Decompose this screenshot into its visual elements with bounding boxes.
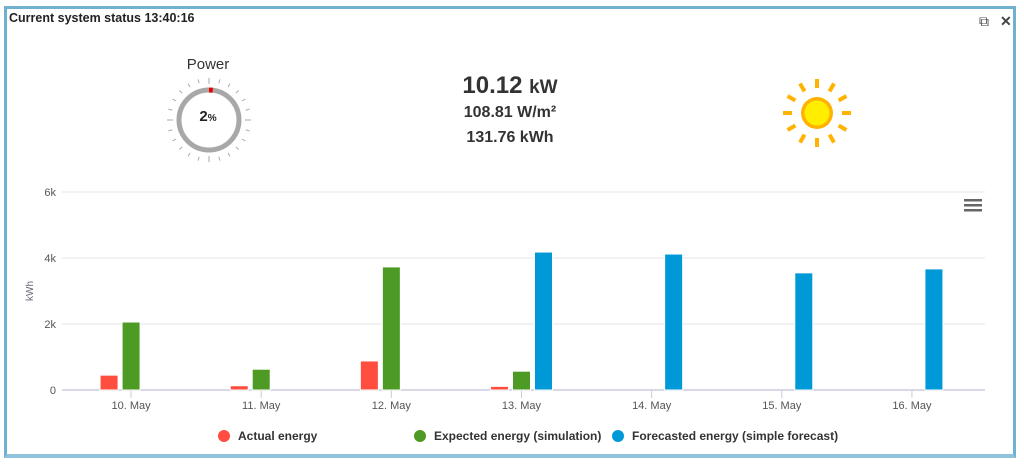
gauge-tick bbox=[187, 152, 191, 157]
sun-ray bbox=[798, 82, 807, 93]
legend-label: Forecasted energy (simple forecast) bbox=[632, 429, 839, 443]
current-power: 10.12 kW bbox=[462, 72, 558, 99]
close-icon[interactable]: ✕ bbox=[1000, 13, 1012, 29]
gauge-tick bbox=[168, 108, 173, 111]
legend-expected-energy[interactable]: Expected energy (simulation) bbox=[414, 429, 601, 443]
gauge-tick bbox=[197, 156, 200, 161]
daily-energy-value: 131.76 kWh bbox=[466, 129, 554, 146]
sun-ray bbox=[786, 123, 797, 132]
gauge-tick bbox=[218, 79, 221, 84]
gauge-tick bbox=[197, 79, 200, 84]
gauge-tick bbox=[241, 98, 246, 102]
power-gauge bbox=[167, 78, 251, 162]
gauge-tick bbox=[245, 129, 250, 132]
gauge-tick bbox=[172, 138, 177, 142]
legend-actual-energy[interactable]: Actual energy bbox=[218, 429, 317, 443]
irradiance-value: 108.81 W/m² bbox=[463, 104, 557, 121]
power-percent: 2% bbox=[199, 108, 217, 125]
hamburger-menu-icon[interactable] bbox=[963, 197, 983, 213]
gauge-tick bbox=[227, 152, 231, 157]
legend-label: Actual energy bbox=[238, 429, 318, 443]
sun-ray bbox=[815, 79, 819, 88]
sun-icon bbox=[783, 79, 851, 147]
sun-ray bbox=[837, 94, 848, 103]
gauge-tick bbox=[227, 83, 231, 88]
sun-ray bbox=[783, 111, 792, 115]
gauge-tick bbox=[235, 89, 240, 94]
gauge-tick bbox=[172, 98, 177, 102]
gauge-tick bbox=[235, 146, 240, 151]
gauge-tick bbox=[218, 156, 221, 161]
sun-ray bbox=[815, 138, 819, 147]
sun-ray bbox=[837, 123, 848, 132]
legend-dot bbox=[612, 430, 624, 442]
gauge-tick bbox=[168, 129, 173, 132]
gauge-tick bbox=[187, 83, 191, 88]
sun-ray bbox=[842, 111, 851, 115]
legend-forecasted-energy[interactable]: Forecasted energy (simple forecast) bbox=[612, 429, 838, 443]
legend-label: Expected energy (simulation) bbox=[434, 429, 602, 443]
panel-title: Current system status 13:40:16 bbox=[9, 11, 195, 25]
sun-ray bbox=[827, 133, 836, 144]
sun-ray bbox=[827, 82, 836, 93]
system-status-panel bbox=[4, 6, 1016, 458]
gauge-tick bbox=[178, 89, 183, 94]
gauge-tick bbox=[241, 138, 246, 142]
gauge-tick bbox=[245, 108, 250, 111]
power-label: Power bbox=[186, 56, 230, 73]
restore-window-icon[interactable]: ⧉ bbox=[979, 13, 989, 29]
current-stats: 10.12 kW 108.81 W/m² 131.76 kWh bbox=[410, 72, 610, 147]
legend-dot bbox=[414, 430, 426, 442]
sun-ray bbox=[786, 94, 797, 103]
legend-dot bbox=[218, 430, 230, 442]
sun-ray bbox=[798, 133, 807, 144]
gauge-tick bbox=[178, 146, 183, 151]
